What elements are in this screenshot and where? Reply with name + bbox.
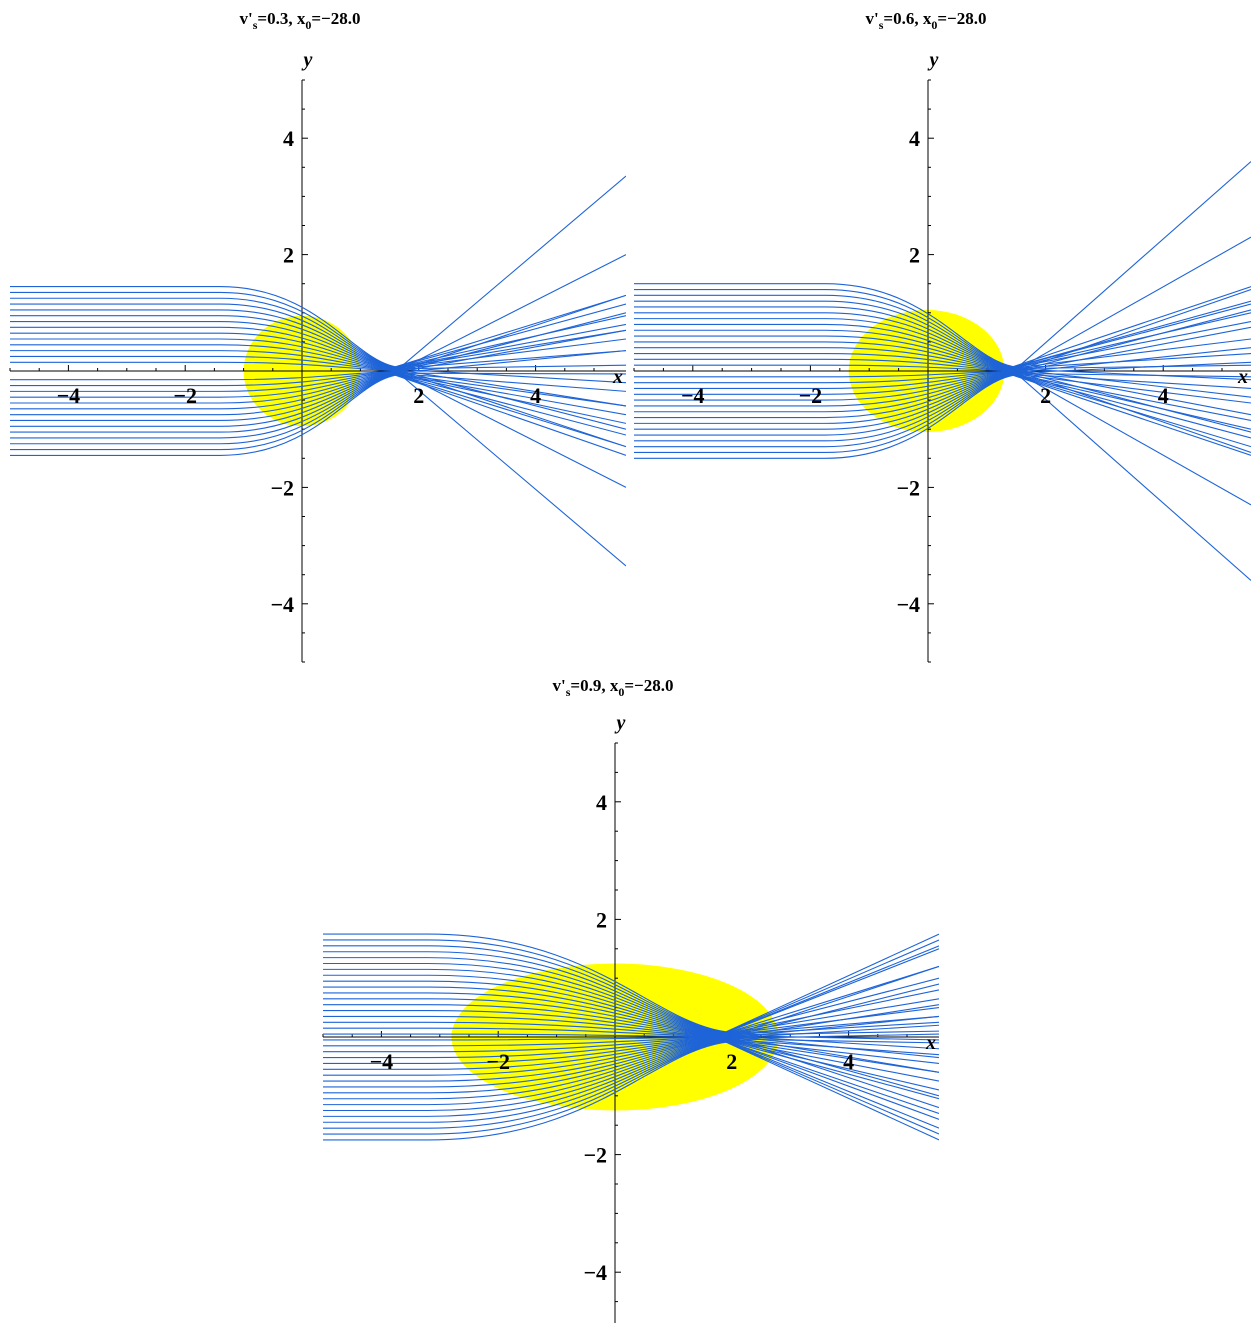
flow-line: [323, 939, 939, 1033]
y-tick-label: 4: [283, 126, 294, 151]
y-axis-label: y: [615, 712, 626, 734]
chart-panel-3: v's=0.9, x0=−28.0 −4 −2 2 4 4 2 −2 −4 x y: [322, 676, 939, 1323]
flow-line: [323, 1041, 939, 1141]
flow-line: [10, 361, 626, 567]
flow-line: [323, 957, 939, 1034]
y-tick-label: 4: [596, 790, 607, 815]
chart-title: v's=0.3, x0=−28.0: [240, 9, 361, 32]
flow-line: [634, 288, 1251, 368]
x-tick-label: 2: [726, 1049, 737, 1074]
flow-line: [10, 294, 626, 392]
x-tick-label: 2: [1040, 383, 1051, 408]
plot-area: −4 −2 2 4 4 2 −2 −4 x y: [633, 49, 1251, 663]
flow-line: [323, 1024, 939, 1065]
flow-line: [323, 980, 939, 1035]
flow-line: [323, 945, 939, 1034]
flow-line: [10, 374, 626, 456]
flow-line: [323, 986, 939, 1036]
flow-line: [323, 983, 939, 1047]
flow-line: [634, 283, 1251, 368]
flow-line: [634, 364, 1251, 581]
chart-title: v's=0.6, x0=−28.0: [866, 9, 987, 32]
chart-panel-1: v's=0.3, x0=−28.0 −4 −2 2 4 4 2 −2 −4 x y: [9, 9, 626, 663]
chart-title: v's=0.9, x0=−28.0: [553, 676, 674, 699]
flow-line: [323, 1027, 939, 1097]
flow-line: [323, 1004, 939, 1053]
y-tick-label: −2: [270, 475, 294, 500]
flow-line: [323, 974, 939, 1035]
x-tick-label: 2: [413, 383, 424, 408]
plot-area: −4 −2 2 4 4 2 −2 −4 x y: [322, 712, 939, 1323]
x-axis-label: x: [1237, 366, 1248, 388]
x-tick-label: 4: [530, 383, 541, 408]
y-tick-label: −4: [583, 1260, 607, 1285]
x-axis-label: x: [925, 1032, 936, 1054]
x-tick-label: −2: [486, 1049, 510, 1074]
flow-line: [323, 962, 939, 1034]
y-tick-label: −4: [270, 592, 294, 617]
flow-line: [323, 933, 939, 1033]
x-axis-label: x: [612, 366, 623, 388]
flow-line: [10, 312, 626, 398]
flow-line: [323, 1015, 939, 1059]
flow-line: [323, 992, 939, 1036]
y-tick-label: 2: [596, 907, 607, 932]
x-tick-label: 4: [843, 1049, 854, 1074]
y-tick-label: 2: [283, 243, 294, 268]
flow-line: [634, 309, 1251, 395]
y-axis-label: y: [928, 49, 939, 71]
x-tick-label: −2: [799, 383, 823, 408]
x-tick-label: −4: [57, 383, 81, 408]
flow-line: [634, 289, 1251, 390]
flow-line: [634, 374, 1251, 459]
y-tick-label: −4: [896, 592, 920, 617]
flow-line: [634, 294, 1251, 368]
y-axis-label: y: [302, 49, 313, 71]
y-tick-label: 2: [909, 243, 920, 268]
y-tick-label: 4: [909, 126, 920, 151]
flow-line: [323, 1033, 939, 1109]
x-tick-label: −4: [681, 383, 705, 408]
y-tick-label: −2: [896, 475, 920, 500]
flow-line: [323, 965, 939, 1041]
flow-line: [323, 968, 939, 1035]
x-tick-label: −2: [173, 383, 197, 408]
x-tick-label: 4: [1158, 383, 1169, 408]
chart-panel-2: v's=0.6, x0=−28.0 −4 −2 2 4 4 2 −2 −4 x y: [633, 9, 1251, 663]
plot-area: −4 −2 2 4 4 2 −2 −4 x y: [9, 49, 626, 663]
flow-line: [323, 948, 939, 1034]
y-tick-label: −2: [583, 1143, 607, 1168]
x-tick-label: −4: [370, 1049, 394, 1074]
